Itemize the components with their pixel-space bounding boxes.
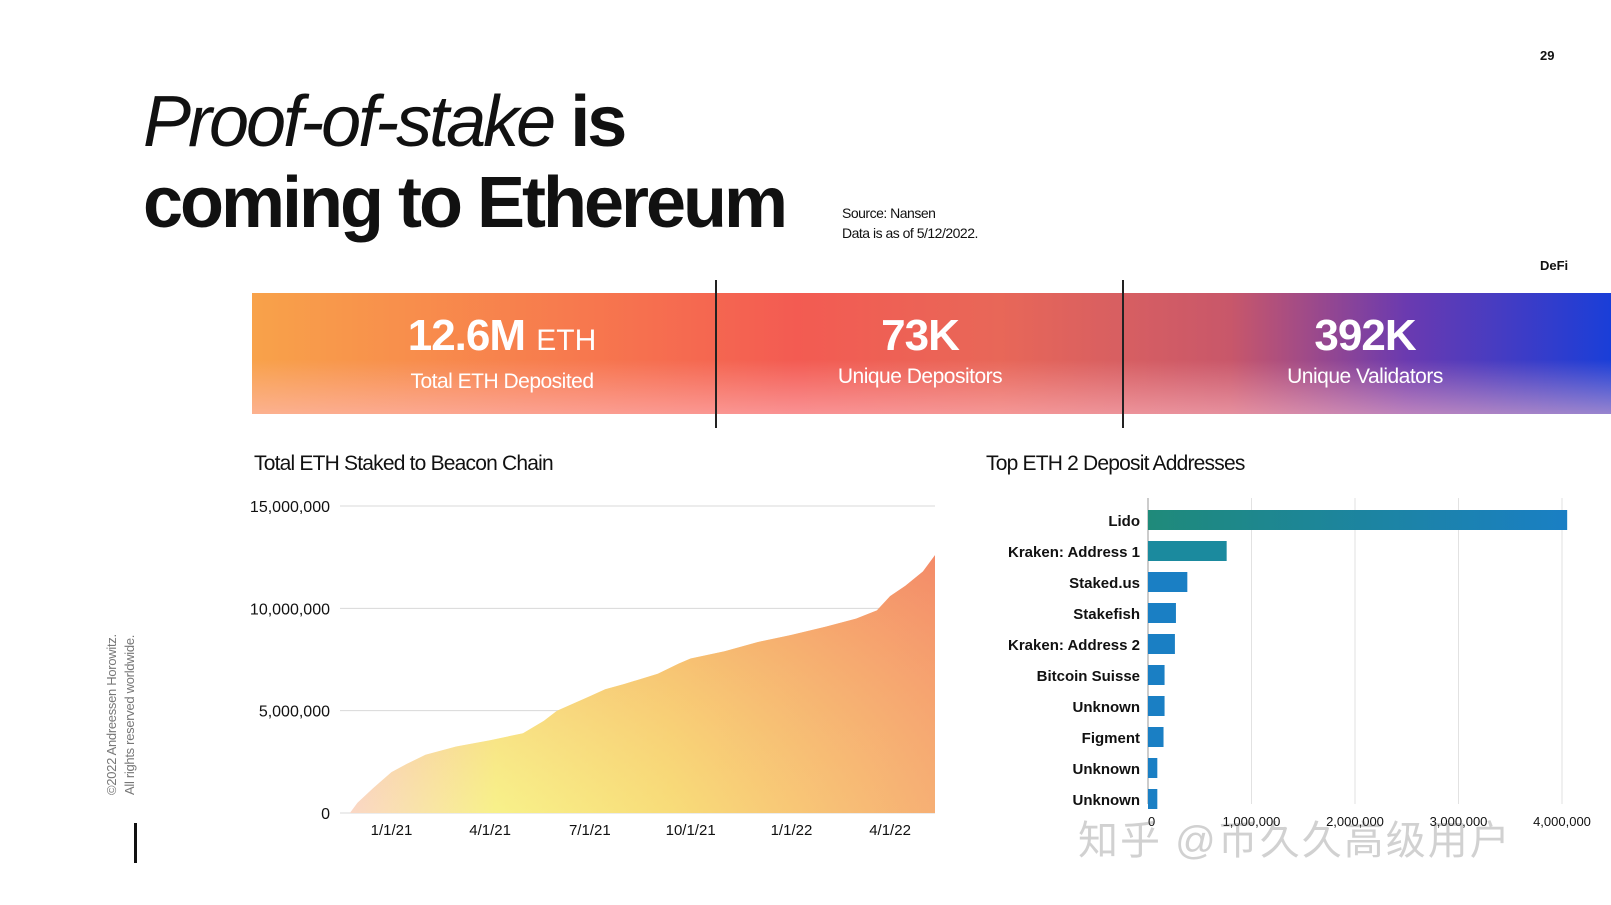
bar [1148,541,1227,561]
bar [1148,696,1165,716]
stat-value: 12.6M [407,311,526,360]
bar-category-label: Unknown [1073,792,1141,809]
bar-category-label: Kraken: Address 1 [1008,544,1140,561]
bar-xtick-label: 3,000,000 [1430,814,1488,829]
data-date-line: Data is as of 5/12/2022. [842,225,978,241]
bar [1148,603,1176,623]
area-ytick-label: 10,000,000 [250,601,330,618]
bar-category-label: Stakefish [1073,606,1140,623]
bar-xtick-label: 4,000,000 [1533,814,1591,829]
bar-category-label: Staked.us [1069,575,1140,592]
bar-xtick-label: 0 [1148,814,1155,829]
bar [1148,789,1158,809]
stat-unique-depositors: 73K Unique Depositors [770,312,1070,392]
page-title-line2: coming to Ethereum [143,163,788,243]
stat-value: 392K [1314,311,1416,360]
bar [1148,727,1164,747]
area-ytick-label: 5,000,000 [259,704,330,721]
source-line: Source: Nansen [842,205,936,221]
bar-category-label: Kraken: Address 2 [1008,637,1140,654]
banner-divider [715,280,717,428]
banner-divider [1122,280,1124,428]
bar-category-label: Unknown [1073,761,1141,778]
area-xtick-label: 7/1/21 [569,822,611,839]
bar [1148,510,1568,530]
bar-xtick-label: 1,000,000 [1223,814,1281,829]
area-xtick-label: 4/1/21 [469,822,511,839]
title-bold: is [570,82,627,162]
bar-category-label: Bitcoin Suisse [1037,668,1140,685]
stat-value: 73K [881,311,960,360]
watermark: 知乎 @币久久高级用户 [1078,819,1512,863]
section-label: DeFi [1540,258,1569,273]
line-chart-title: Total ETH Staked to Beacon Chain [254,452,554,475]
area-xtick-label: 1/1/22 [771,822,813,839]
area-ytick-label: 0 [321,806,330,823]
stats-banner [252,293,1611,414]
bar [1148,758,1158,778]
page-title-line1: Proof-of-stake is [143,82,627,162]
page-number: 29 [1540,48,1555,63]
stat-label: Total ETH Deposited [410,370,594,393]
stat-value-line: 12.6M ETH [352,312,652,365]
area-xtick-label: 4/1/22 [869,822,911,839]
area-xtick-label: 10/1/21 [666,822,716,839]
stat-unique-validators: 392K Unique Validators [1215,312,1515,392]
stat-label: Unique Depositors [837,365,1003,388]
bar-category-label: Figment [1082,730,1140,747]
area-series-shade [349,555,935,813]
staked-area-chart: 15,000,000 10,000,000 5,000,000 0 1/1/21 4/1… [250,499,935,839]
stat-unit: ETH [536,324,597,357]
bar-xtick-label: 2,000,000 [1326,814,1384,829]
bar-chart-title: Top ETH 2 Deposit Addresses [986,452,1245,475]
bar [1148,634,1175,654]
copyright-note: ©2022 Andreessen Horowitz. All rights re… [103,634,139,795]
deposit-bar-chart: Lido Kraken: Address 1 Staked.us Stakefish K… [1008,498,1591,829]
bar-category-label: Lido [1108,513,1140,530]
area-ytick-label: 15,000,000 [250,499,330,516]
stat-total-eth: 12.6M ETH Total ETH Deposited [352,312,652,397]
source-note: Source: Nansen Data is as of 5/12/2022. [842,203,978,243]
rights-line: All rights reserved worldwide. [122,634,137,795]
accent-bar [134,823,137,863]
bar-category-label: Unknown [1073,699,1141,716]
area-xtick-label: 1/1/21 [371,822,413,839]
bar [1148,572,1188,592]
stat-label: Unique Validators [1287,365,1443,388]
title-italic: Proof-of-stake [143,82,556,162]
copyright-line: ©2022 Andreessen Horowitz. [104,634,119,795]
bar [1148,665,1165,685]
